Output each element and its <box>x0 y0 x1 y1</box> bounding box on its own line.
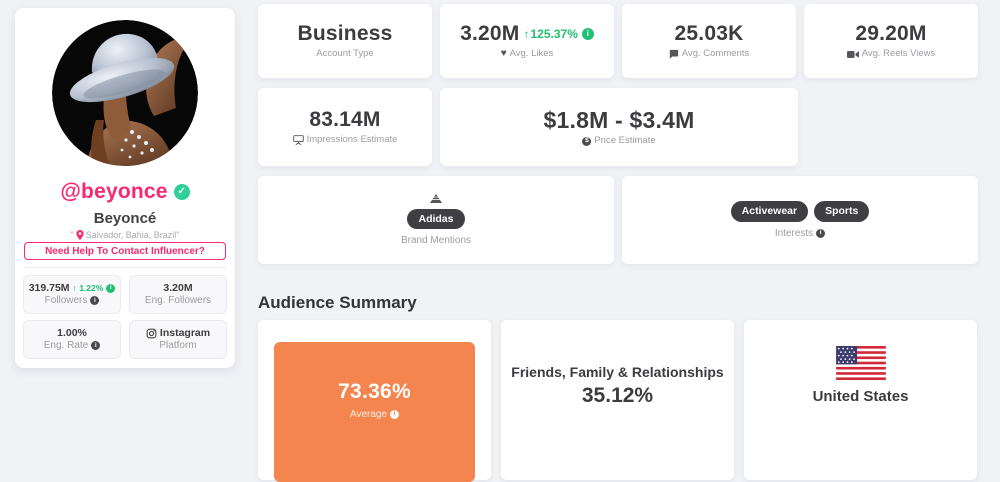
interests-label: Interests <box>774 227 814 239</box>
audience-average-highlight: 73.36% Average i <box>274 342 475 482</box>
avg-comments-value: 25.03K <box>674 21 744 45</box>
verified-badge-icon: ✓ <box>173 184 190 200</box>
impressions-estimate-card: 83.14M Impressions Estimate <box>258 88 432 166</box>
account-type-label: Account Type <box>316 48 374 60</box>
followers-label-row: Followers i <box>44 294 100 306</box>
us-flag-icon <box>835 346 886 380</box>
followers-growth: ↑ 1.22% <box>72 283 104 294</box>
country-name: United States <box>812 388 909 405</box>
avg-reels-views-label: Avg. Reels Views <box>861 48 936 60</box>
price-estimate-value: $1.8M - $3.4M <box>543 107 695 134</box>
audience-average-label-row: Average i <box>274 409 475 420</box>
interests-label-row: Interests i <box>774 227 826 239</box>
location-quote: " <box>70 230 74 240</box>
comment-icon <box>669 49 678 59</box>
eng-followers-value: 3.20M <box>163 282 193 295</box>
avatar <box>52 20 198 166</box>
price-estimate-label: Price Estimate <box>594 135 656 147</box>
profile-handle: @beyonce <box>60 180 168 203</box>
info-icon[interactable]: i <box>390 410 400 419</box>
up-arrow-icon: ↑ <box>72 283 77 294</box>
audience-summary-title: Audience Summary <box>258 293 417 312</box>
impressions-value: 83.14M <box>309 107 381 131</box>
profile-stats-grid: 319.75M ↑ 1.22% i Followers i 3.20M Eng.… <box>23 275 227 359</box>
brand-mentions-pills: Adidas <box>407 208 465 230</box>
impressions-label-row: Impressions Estimate <box>292 134 398 146</box>
info-icon[interactable]: i <box>90 296 100 306</box>
followers-value-row: 319.75M ↑ 1.22% i <box>29 283 116 294</box>
divider <box>24 267 226 268</box>
followers-stat: 319.75M ↑ 1.22% i Followers i <box>23 275 121 314</box>
contact-influencer-button[interactable]: Need Help To Contact Influencer? <box>24 242 226 260</box>
avg-likes-value-row: 3.20M ↑ 125.37% i <box>460 21 594 45</box>
family-status-value: 35.12% <box>581 384 654 407</box>
info-icon[interactable]: i <box>816 228 826 238</box>
adidas-logo-icon <box>430 193 442 203</box>
profile-handle-row: @beyonce ✓ <box>15 180 235 204</box>
interest-pill[interactable]: Activewear <box>730 201 809 222</box>
up-arrow-icon: ↑ <box>523 26 530 41</box>
audience-country-card: United States <box>744 320 977 480</box>
eng-followers-stat: 3.20M Eng. Followers <box>129 275 227 314</box>
info-icon[interactable]: i <box>581 27 594 40</box>
dollar-circle-icon: $ <box>582 136 592 146</box>
audience-average-card: 73.36% Average i <box>258 320 491 482</box>
followers-label: Followers <box>44 294 88 306</box>
avg-likes-card: 3.20M ↑ 125.37% i ♥ Avg. Likes <box>440 4 614 78</box>
audience-average-value: 73.36% <box>337 380 412 403</box>
brand-mentions-label: Brand Mentions <box>400 235 472 247</box>
avg-reels-views-label-row: Avg. Reels Views <box>846 48 936 60</box>
eng-followers-label: Eng. Followers <box>144 294 212 306</box>
followers-value: 319.75M <box>28 282 70 295</box>
price-estimate-card: $1.8M - $3.4M $ Price Estimate <box>440 88 798 166</box>
account-type-card: Business Account Type <box>258 4 432 78</box>
flag-wrap <box>744 346 977 380</box>
info-icon[interactable]: i <box>91 341 101 351</box>
avg-likes-label-row: ♥ Avg. Likes <box>501 49 554 59</box>
location-pin-icon <box>76 230 84 240</box>
profile-photo <box>52 20 198 166</box>
impressions-label: Impressions Estimate <box>306 134 398 146</box>
avg-likes-value: 3.20M <box>460 21 520 45</box>
interests-pills: Activewear Sports <box>730 201 870 222</box>
avg-comments-label-row: Avg. Comments <box>669 49 749 59</box>
check-glyph: ✓ <box>177 186 186 197</box>
heart-icon: ♥ <box>500 48 507 60</box>
avg-comments-label: Avg. Comments <box>681 48 750 60</box>
instagram-icon <box>146 328 157 339</box>
avg-likes-label: Avg. Likes <box>509 48 554 60</box>
avg-reels-views-card: 29.20M Avg. Reels Views <box>804 4 978 78</box>
profile-name: Beyoncé <box>93 210 157 227</box>
location-text: Salvador, Bahia, Brazil" <box>85 230 180 240</box>
audience-family-card: Friends, Family & Relationships 35.12% <box>501 320 734 480</box>
impressions-screen-icon <box>292 135 304 145</box>
info-icon[interactable]: i <box>106 284 116 293</box>
avg-reels-views-value: 29.20M <box>855 22 927 46</box>
profile-card: @beyonce ✓ Beyoncé " Salvador, Bahia, Br… <box>15 8 235 368</box>
profile-location: " Salvador, Bahia, Brazil" <box>15 230 235 240</box>
brand-mentions-card: Adidas Brand Mentions <box>258 176 614 264</box>
interests-card: Activewear Sports Interests i <box>622 176 978 264</box>
interest-pill[interactable]: Sports <box>814 201 870 222</box>
platform-stat: Instagram Platform <box>129 320 227 359</box>
audience-average-label: Average <box>349 409 388 420</box>
eng-rate-label: Eng. Rate <box>43 339 89 351</box>
platform-label: Platform <box>159 340 197 351</box>
brand-pill[interactable]: Adidas <box>407 208 465 230</box>
eng-rate-stat: 1.00% Eng. Rate i <box>23 320 121 359</box>
platform-value: Instagram <box>159 327 211 340</box>
eng-rate-label-row: Eng. Rate i <box>43 339 101 351</box>
account-type-value: Business <box>297 22 393 46</box>
family-status-title: Friends, Family & Relationships <box>511 364 724 380</box>
video-camera-icon <box>846 50 859 58</box>
price-estimate-label-row: $ Price Estimate <box>582 135 656 147</box>
eng-rate-value: 1.00% <box>57 327 87 340</box>
avg-likes-growth: ↑ 125.37% <box>523 26 578 41</box>
avg-comments-card: 25.03K Avg. Comments <box>622 4 796 78</box>
platform-value-row: Instagram <box>146 328 210 339</box>
